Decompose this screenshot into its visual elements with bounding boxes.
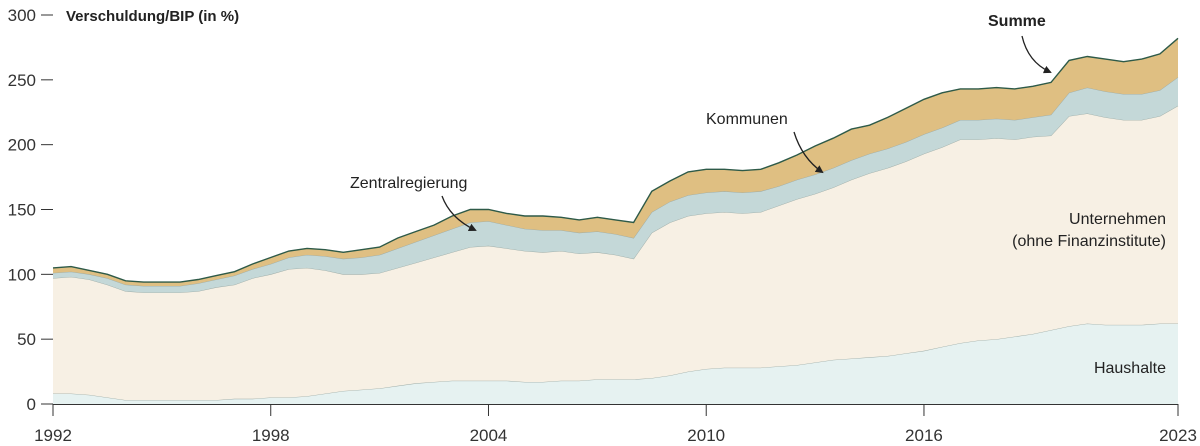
arrow-kommunen <box>793 131 824 174</box>
y-tick-label: 250 <box>8 71 36 90</box>
axes: 1992 1998 2004 2010 2016 2023 0 50 100 150 200 250 3… <box>8 6 1197 445</box>
x-tick-label: 2016 <box>905 426 943 445</box>
y-tick-label: 150 <box>8 201 36 220</box>
x-tick-label: 2004 <box>470 426 508 445</box>
arrow-zentralregierung <box>441 195 477 232</box>
area-series-0 <box>53 323 1178 404</box>
total-line <box>52 37 1179 283</box>
x-tick-label: 1998 <box>252 426 290 445</box>
x-tick-label: 1992 <box>34 426 72 445</box>
label-unternehmen-line2: (ohne Finanzinstitute) <box>1012 233 1166 250</box>
y-tick-label: 300 <box>8 6 36 25</box>
y-tick-label: 0 <box>27 395 36 414</box>
total-line-group <box>52 37 1179 283</box>
y-tick-label: 100 <box>8 265 36 284</box>
label-zentralregierung: Zentralregierung <box>350 175 467 192</box>
y-tick-label: 200 <box>8 136 36 155</box>
label-summe: Summe <box>988 13 1046 30</box>
x-tick-label: 2023 <box>1159 426 1197 445</box>
y-tick-label: 50 <box>17 330 36 349</box>
label-kommunen: Kommunen <box>706 111 788 128</box>
arrow-summe <box>1021 35 1052 74</box>
y-axis-title: Verschuldung/BIP (in %) <box>66 8 239 25</box>
area-layers <box>52 37 1179 404</box>
area-series-1 <box>53 105 1178 401</box>
area-series-2 <box>53 77 1178 293</box>
label-haushalte: Haushalte <box>1094 360 1166 377</box>
x-tick-label: 2010 <box>687 426 725 445</box>
label-unternehmen-line1: Unternehmen <box>1069 211 1166 228</box>
